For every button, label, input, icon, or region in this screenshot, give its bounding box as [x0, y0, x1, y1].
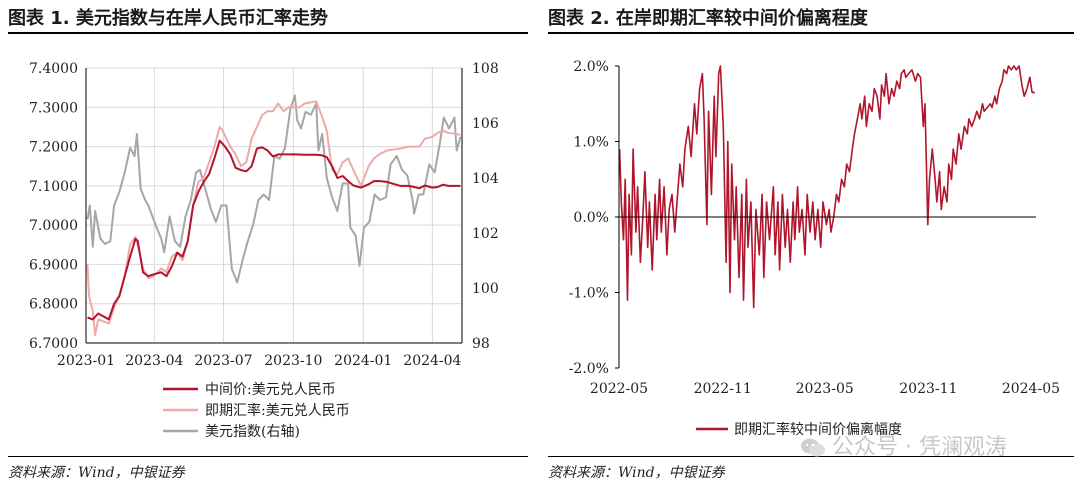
chart-1-x-tick-label: 2023-07: [194, 353, 252, 369]
chart-1-legend: 中间价:美元兑人民币 即期汇率:美元兑人民币 美元指数(右轴): [163, 382, 350, 440]
chart-1-y2-tick-label: 98: [472, 336, 490, 352]
chart-2-x-tick-label: 2023-05: [796, 381, 854, 397]
chart-2-source: 资料来源：Wind，中银证券: [548, 465, 725, 481]
chart-1-svg: 6.7000 6.8000 6.9000 7.0000 7.1000 7.2000 7.30…: [29, 61, 499, 440]
watermark-text: 公众号 · 凭澜观涛: [832, 435, 1007, 460]
chart-1-y-tick-label: 7.0000: [29, 218, 78, 234]
chart-1-y2-tick-label: 106: [472, 116, 499, 132]
chart-1-y-tick-label: 6.7000: [29, 336, 78, 352]
chart-2-title: 图表 2. 在岸即期汇率较中间价偏离程度: [548, 8, 868, 29]
chart-2-y-tick-label: 0.0%: [573, 210, 609, 226]
chart-2-series-group: [618, 65, 1035, 309]
chart-2-axes: -2.0% -1.0% 0.0% 1.0% 2.0% 2022-05 2022-11 2023…: [569, 59, 1060, 397]
chart-2-y-tick-label: -2.0%: [569, 361, 609, 377]
chart-1-y-tick-label: 7.4000: [29, 61, 78, 77]
legend-label-mid: 中间价:美元兑人民币: [205, 382, 336, 398]
chart-2-title-rule: [548, 32, 1074, 34]
chart-1-y-tick-label: 7.1000: [29, 179, 78, 195]
chart-1-y2-tick-label: 100: [472, 281, 499, 297]
chart-1-title: 图表 1. 美元指数与在岸人民币汇率走势: [8, 8, 328, 29]
chart-1-x-tick-label: 2023-10: [264, 353, 322, 369]
chart-2-y-tick-label: 1.0%: [573, 135, 609, 151]
chart-1-title-rule: [8, 32, 528, 34]
chart-1-source: 资料来源：Wind，中银证券: [8, 465, 185, 481]
chart-1-y2-tick-label: 102: [472, 226, 499, 242]
chart-1-x-tick-label: 2023-01: [57, 353, 115, 369]
chart-1-x-tick-label: 2024-04: [403, 353, 461, 369]
chart-1-x-tick-label: 2023-04: [125, 353, 183, 369]
chart-1-x-tick-label: 2024-01: [334, 353, 392, 369]
wechat-logo-icon: [800, 437, 826, 459]
chart-1-y-tick-label: 7.2000: [29, 140, 78, 156]
chart-1-y2-tick-label: 104: [472, 171, 499, 187]
chart-2-y-tick-label: -1.0%: [569, 286, 609, 302]
chart-1-y-tick-label: 6.8000: [29, 297, 78, 313]
chart-1-y2-tick-label: 108: [472, 61, 499, 77]
chart-2-x-tick-label: 2023-11: [899, 381, 957, 397]
chart-2-x-tick-label: 2024-05: [1002, 381, 1060, 397]
series-line-mid: [87, 139, 461, 321]
chart-2-x-tick-label: 2022-11: [694, 381, 752, 397]
chart-1-series-group: [86, 94, 462, 337]
chart-1-axes: 6.7000 6.8000 6.9000 7.0000 7.1000 7.2000 7.30…: [29, 61, 499, 369]
legend-label-dxy: 美元指数(右轴): [205, 424, 300, 440]
chart-2-bottom-rule: [548, 456, 1074, 457]
chart-2-x-tick-label: 2022-05: [590, 381, 648, 397]
series-line-spot: [86, 100, 461, 337]
legend-label-spot: 即期汇率:美元兑人民币: [205, 402, 350, 419]
chart-1-y-tick-label: 6.9000: [29, 257, 78, 273]
watermark: 公众号 · 凭澜观涛: [800, 429, 1007, 461]
series-line-dxy: [86, 94, 462, 284]
chart-2-y-tick-label: 2.0%: [573, 59, 609, 75]
chart-1-bottom-rule: [8, 456, 528, 457]
chart-1-y-tick-label: 7.3000: [29, 100, 78, 116]
series-line-deviation: [618, 65, 1035, 309]
